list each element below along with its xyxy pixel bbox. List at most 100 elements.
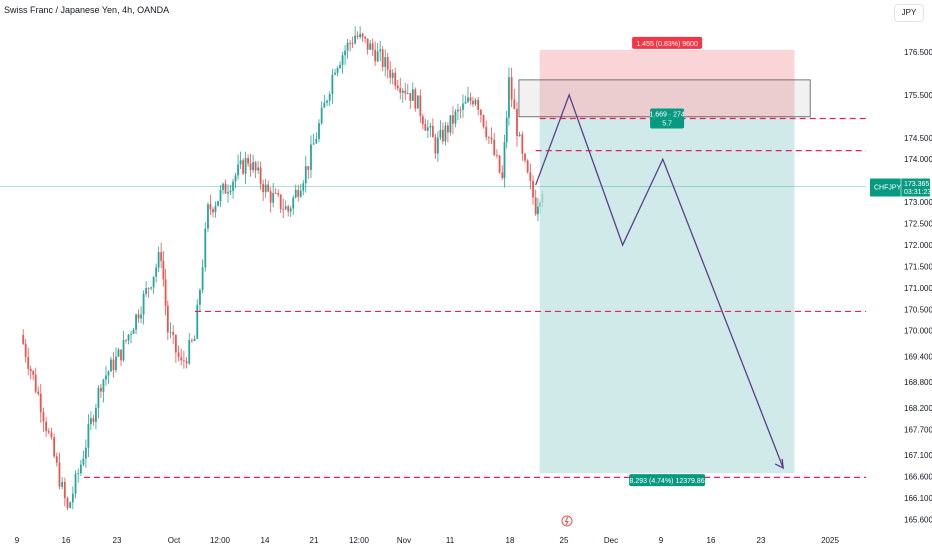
time-axis[interactable]: 9 16 23 Oct 12:00 14 21 12:00 Nov 11 18 25 Dec 9 16 23 2… — [15, 536, 840, 545]
candle-body — [127, 334, 130, 341]
candle-body — [242, 160, 244, 174]
candle-body — [312, 143, 315, 145]
candle-body — [526, 160, 529, 173]
candle-body — [379, 49, 382, 52]
candle-body — [469, 97, 472, 101]
candle-body — [87, 424, 90, 448]
candle-body — [490, 137, 493, 140]
y-tick-label: 165.600 — [904, 515, 932, 524]
candle-body — [503, 142, 506, 179]
candle-body — [434, 137, 437, 154]
candle-body — [364, 36, 367, 39]
candle-body — [307, 166, 310, 170]
candle-body — [92, 418, 95, 422]
x-tick-label: 11 — [446, 536, 455, 545]
currency-label[interactable]: JPY — [894, 4, 924, 22]
price-tag-countdown: 03:31:23 — [904, 189, 931, 196]
candle-body — [498, 155, 501, 173]
candle-body — [82, 458, 85, 465]
candle-body — [29, 368, 32, 372]
candle-body — [284, 206, 287, 210]
y-tick-label: 174.500 — [904, 134, 932, 143]
x-tick-label: 2025 — [821, 536, 839, 545]
candle-body — [169, 332, 172, 333]
candle-body — [267, 184, 270, 192]
candle-body — [224, 183, 227, 194]
candle-body — [122, 339, 125, 361]
candle-body — [496, 154, 498, 156]
candle-body — [147, 287, 150, 289]
y-tick-label: 170.500 — [904, 305, 932, 314]
candle-body — [157, 252, 160, 268]
y-tick-label: 166.600 — [904, 473, 932, 482]
candle-body — [102, 379, 105, 392]
candle-body — [399, 88, 402, 93]
candle-body — [254, 162, 257, 171]
candle-body — [71, 493, 74, 503]
candle-body — [61, 481, 64, 487]
candle-body — [140, 314, 142, 319]
candle-body — [110, 359, 112, 372]
stop-loss-zone — [539, 49, 795, 119]
candle-body — [199, 290, 201, 305]
price-axis[interactable]: 176.500 175.500 174.500 174.000 173.000 172.5… — [870, 48, 932, 524]
candle-body — [32, 371, 35, 375]
candle-body — [516, 108, 518, 137]
candle-body — [37, 391, 40, 394]
candle-body — [479, 109, 482, 116]
candle-body — [462, 103, 464, 110]
y-tick-label: 171.500 — [904, 262, 932, 271]
candle-body — [289, 208, 292, 212]
candle-body — [361, 33, 364, 37]
candle-body — [207, 204, 209, 229]
candle-body — [219, 189, 222, 202]
y-tick-label: 169.400 — [904, 352, 932, 361]
candle-body — [34, 374, 37, 392]
x-tick-label: 23 — [113, 536, 122, 545]
candle-body — [328, 94, 331, 101]
candle-body — [117, 349, 120, 357]
candle-body — [436, 137, 439, 154]
x-tick-label: 16 — [707, 536, 716, 545]
candle-body — [115, 356, 117, 371]
candle-body — [272, 192, 275, 203]
candle-body — [162, 260, 165, 280]
price-tag-box — [870, 178, 930, 197]
projection-arrowhead — [774, 458, 784, 470]
projection-path — [535, 92, 784, 469]
x-tick-label: Oct — [168, 536, 181, 545]
candle-body — [404, 90, 407, 94]
candle-body — [53, 437, 56, 457]
candle-body — [259, 167, 262, 184]
candle-body — [150, 287, 153, 289]
candle-body — [214, 205, 217, 213]
candle-body — [419, 95, 422, 117]
y-tick-label: 167.100 — [904, 451, 932, 460]
candle-body — [155, 267, 158, 277]
candle-body — [120, 349, 122, 361]
candle-body — [191, 340, 193, 342]
x-tick-label: 23 — [757, 536, 766, 545]
candle-body — [132, 329, 135, 334]
candle-body — [439, 129, 442, 138]
candle-body — [257, 167, 260, 171]
candle-body — [354, 35, 357, 44]
y-tick-label: 170.000 — [904, 327, 932, 336]
candle-body — [341, 55, 344, 65]
candle-body — [524, 153, 526, 161]
candle-series — [22, 26, 544, 511]
candle-body — [130, 333, 132, 335]
candle-body — [172, 332, 175, 336]
candle-body — [299, 190, 302, 197]
candle-body — [449, 115, 452, 133]
candle-body — [244, 158, 247, 174]
symbol-title: Swiss Franc / Japanese Yen, 4h, OANDA — [4, 5, 170, 15]
candle-body — [406, 93, 409, 94]
candle-body — [24, 343, 27, 358]
y-tick-label: 175.500 — [904, 91, 932, 100]
candle-body — [389, 69, 392, 78]
candle-body — [125, 339, 127, 341]
candle-body — [349, 42, 351, 44]
